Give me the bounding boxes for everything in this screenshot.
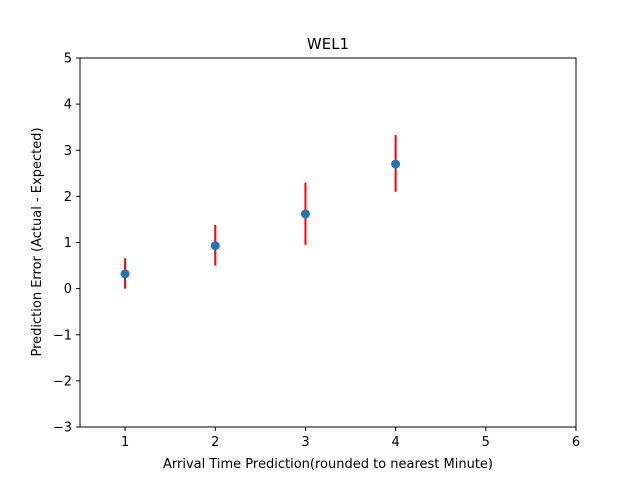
y-axis-label: Prediction Error (Actual - Expected) (30, 127, 45, 356)
y-axis-ticks: −3 −2 −1 0 1 2 3 4 5 (53, 52, 80, 436)
data-marks (120, 135, 401, 289)
y-tick-label: 5 (64, 52, 72, 67)
y-tick-label: −2 (53, 374, 72, 389)
x-tick-label: 6 (572, 435, 580, 450)
data-point (210, 241, 220, 251)
y-tick-label: 1 (64, 236, 72, 251)
data-point (391, 159, 401, 169)
x-tick-label: 1 (121, 435, 129, 450)
x-tick-label: 3 (301, 435, 309, 450)
y-tick-label: −3 (53, 421, 72, 436)
x-tick-label: 5 (482, 435, 490, 450)
data-point (300, 209, 310, 219)
y-tick-label: 4 (64, 98, 72, 113)
y-tick-label: 0 (64, 282, 72, 297)
x-tick-label: 2 (211, 435, 219, 450)
plot-frame (79, 57, 577, 428)
x-axis-label: Arrival Time Prediction(rounded to neare… (163, 457, 493, 472)
chart-title: WEL1 (307, 35, 349, 53)
y-tick-label: −1 (53, 328, 72, 343)
data-point (120, 269, 130, 279)
x-axis-ticks: 1 2 3 4 5 6 (121, 427, 580, 450)
x-tick-label: 4 (391, 435, 399, 450)
y-tick-label: 3 (64, 144, 72, 159)
y-tick-label: 2 (64, 190, 72, 205)
